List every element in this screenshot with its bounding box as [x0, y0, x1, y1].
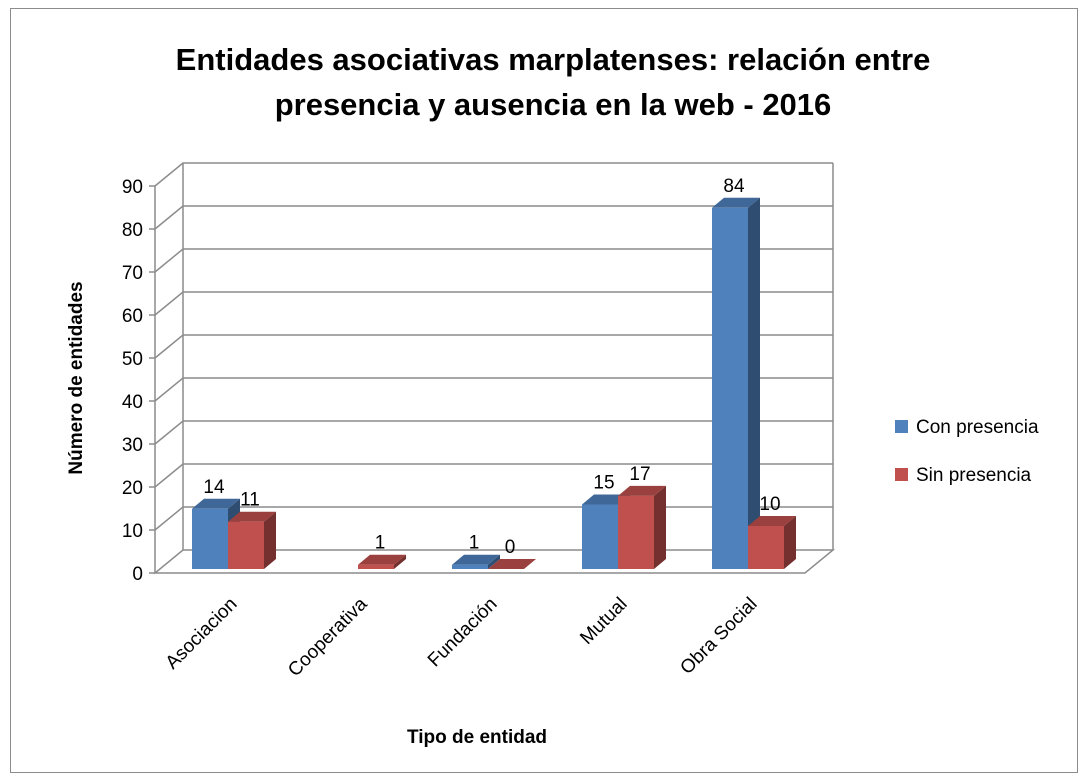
legend-label: Sin presencia [916, 465, 1032, 486]
y-tick-label: 50 [122, 349, 143, 370]
gridline [154, 334, 833, 359]
y-tick-label: 60 [122, 306, 143, 327]
bar-sin-presencia [748, 516, 796, 569]
bar-front [358, 564, 394, 569]
bar-front [748, 526, 784, 569]
bar-top [712, 197, 760, 208]
chart-title-line-1: Entidades asociativas marplatenses: rela… [176, 42, 931, 77]
bar-front [192, 508, 228, 569]
x-axis-label: Tipo de entidad [407, 727, 547, 748]
y-axis-label: Número de entidades [66, 281, 87, 474]
bar-top [748, 516, 796, 526]
gridline [154, 162, 833, 187]
gridline [154, 291, 833, 316]
data-label: 0 [505, 537, 516, 558]
bar-front [712, 207, 748, 570]
bar-side [654, 485, 666, 569]
y-tick-label: 90 [122, 177, 143, 198]
bar-sin-presencia [358, 554, 406, 569]
y-tick-label: 20 [122, 478, 143, 499]
bar-sin-presencia [488, 559, 536, 569]
data-label: 84 [723, 176, 745, 197]
chart-frame [10, 8, 1078, 773]
y-tick-label: 30 [122, 435, 143, 456]
bar-sin-presencia [228, 511, 276, 569]
bar-con-presencia [712, 197, 760, 570]
bar-side [784, 516, 796, 569]
data-label: 11 [240, 490, 260, 511]
x-tick-label: Obra Social [676, 594, 761, 679]
plot-area: 01020304050607080901411Asociacion1Cooper… [122, 162, 836, 681]
y-tick-label: 10 [122, 521, 143, 542]
legend-swatch [895, 468, 908, 481]
legend-swatch [895, 420, 908, 433]
x-tick-label: Cooperativa [284, 593, 372, 681]
data-label: 1 [469, 533, 480, 554]
data-label: 14 [203, 477, 225, 498]
legend: Con presencia Sin presencia [895, 417, 1039, 486]
x-tick-label: Asociacion [162, 594, 242, 674]
bar-side [394, 554, 406, 569]
data-label: 10 [759, 494, 780, 515]
data-label: 1 [375, 533, 386, 554]
bar-front [582, 504, 618, 569]
y-tick-label: 80 [122, 220, 143, 241]
x-tick-label: Mutual [576, 594, 631, 649]
y-tick-label: 40 [122, 392, 143, 413]
x-tick-label: Fundación [424, 594, 502, 672]
bar-top [228, 511, 276, 522]
gridline [154, 248, 833, 273]
bar-sin-presencia [618, 485, 666, 569]
bar-top [452, 554, 500, 565]
bar-side [748, 197, 760, 570]
bar-top [192, 498, 240, 509]
bar-front [452, 564, 488, 569]
bar-side [264, 511, 276, 569]
bar-top [618, 485, 666, 496]
bar-front [618, 495, 654, 569]
legend-label: Con presencia [916, 417, 1039, 438]
bar-top [358, 554, 406, 565]
data-label: 17 [629, 464, 650, 485]
gridline [154, 205, 833, 230]
bar-top [488, 559, 536, 569]
gridline [154, 463, 833, 488]
y-tick-label: 0 [132, 564, 143, 585]
bar-front [228, 521, 264, 569]
chart-title-line-2: presencia y ausencia en la web - 2016 [275, 87, 832, 122]
y-tick-label: 70 [122, 263, 143, 284]
bar-con-presencia [452, 554, 500, 569]
gridline [154, 377, 833, 402]
data-label: 15 [593, 473, 614, 494]
bar-side [488, 554, 500, 569]
gridline [154, 420, 833, 445]
